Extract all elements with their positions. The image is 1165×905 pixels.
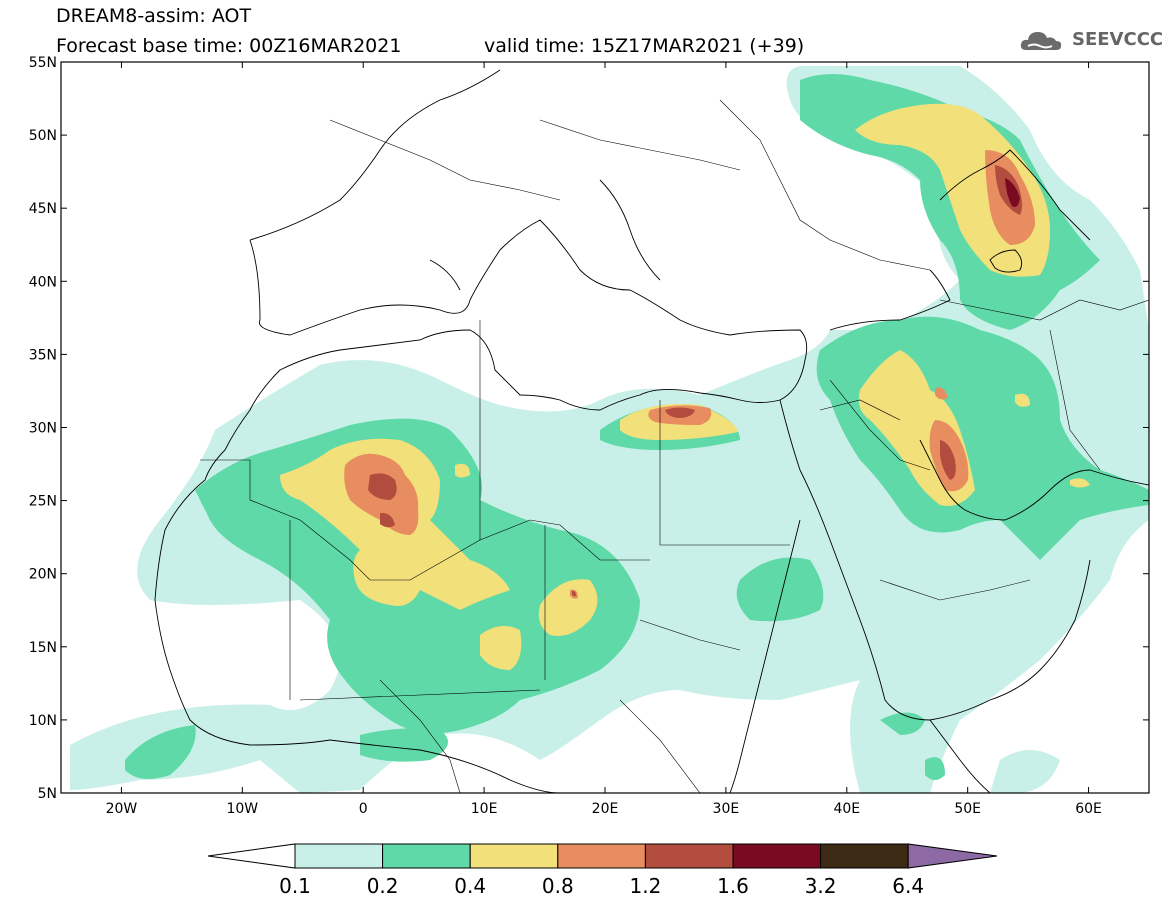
colorbar-cell — [382, 843, 471, 869]
lat-tick-label: 5N — [38, 786, 57, 802]
colorbar-label: 1.2 — [629, 874, 661, 898]
country-borders — [200, 99, 1149, 793]
lat-tick-label: 30N — [29, 421, 57, 437]
lon-tick-label: 40E — [833, 801, 860, 817]
colorbar-cell — [820, 843, 909, 869]
lat-tick-label: 10N — [29, 713, 57, 729]
colorbar-under-triangle — [207, 843, 296, 869]
colorbar-cell — [557, 843, 646, 869]
colorbar-label: 0.1 — [279, 874, 311, 898]
logo-text: SEEVCCC — [1072, 29, 1164, 50]
colorbar-cell — [469, 843, 559, 869]
colorbar-label: 3.2 — [805, 874, 837, 898]
colorbar-label: 6.4 — [892, 874, 924, 898]
lon-tick-label: 60E — [1075, 801, 1102, 817]
colorbar-label: 0.2 — [367, 874, 399, 898]
aot-field — [70, 66, 1149, 793]
lat-tick-label: 20N — [29, 567, 57, 583]
colorbar-over-triangle — [907, 843, 998, 869]
colorbar-label: 0.4 — [454, 874, 486, 898]
lon-tick-label: 0 — [359, 801, 368, 817]
colorbar-label: 0.8 — [542, 874, 574, 898]
colorbar-labels: 0.1 0.2 0.4 0.8 1.2 1.6 3.2 6.4 — [279, 874, 924, 898]
aot-level-1.6 — [1005, 178, 1020, 207]
colorbar-cell — [644, 843, 734, 869]
colorbar-cell — [294, 843, 384, 869]
lon-tick-label: 20E — [592, 801, 619, 817]
lat-tick-label: 55N — [29, 55, 57, 71]
colorbar-cells — [207, 843, 998, 869]
base-time-label: Forecast base time: 00Z16MAR2021 — [56, 35, 402, 57]
lon-tick-label: 50E — [954, 801, 981, 817]
lon-tick-label: 10E — [471, 801, 498, 817]
longitude-axis: 20W 10W 0 10E 20E 30E 40E 50E 60E — [106, 62, 1102, 817]
colorbar-label: 1.6 — [717, 874, 749, 898]
lat-tick-label: 35N — [29, 347, 57, 363]
lat-tick-label: 25N — [29, 494, 57, 510]
seevccc-logo: SEEVCCC — [1018, 26, 1163, 56]
lat-tick-label: 50N — [29, 128, 57, 144]
lat-tick-label: 40N — [29, 274, 57, 290]
lat-tick-label: 45N — [29, 201, 57, 217]
chart-title: DREAM8-assim: AOT — [56, 5, 252, 27]
lat-tick-label: 15N — [29, 640, 57, 656]
lon-tick-label: 10W — [226, 801, 258, 817]
cloud-icon — [1020, 32, 1062, 50]
lon-tick-label: 20W — [106, 801, 138, 817]
valid-time-label: valid time: 15Z17MAR2021 (+39) — [484, 35, 805, 57]
latitude-axis: 5N 10N 15N 20N 25N 30N 35N 40N 45N 50N 55N — [29, 55, 1149, 802]
colorbar-cell — [732, 843, 822, 869]
lon-tick-label: 30E — [713, 801, 740, 817]
coastlines — [154, 69, 1149, 793]
